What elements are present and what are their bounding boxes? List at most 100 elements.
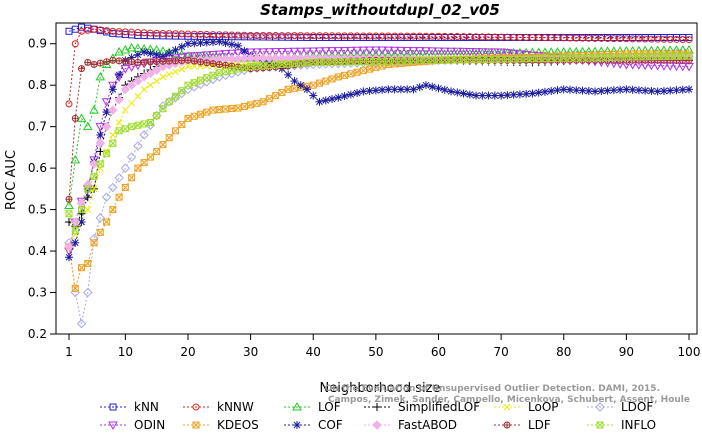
data-point-knn <box>71 25 79 33</box>
legend: kNN kNNW LOF SimplifiedLOF LoOP LDOF ODIN KDEOS… <box>100 400 656 432</box>
x-tick-label: 20 <box>180 345 195 359</box>
data-point-inflo <box>591 54 599 62</box>
x-tick-label: 80 <box>556 345 571 359</box>
data-point-kdeos <box>84 260 92 268</box>
legend-label-ldf: LDF <box>528 418 551 432</box>
x-tick-label: 10 <box>118 345 133 359</box>
watermark-line-1: Campos, Zimek, Sander, Campello, Micenko… <box>328 395 690 405</box>
legend-marker-kdeos <box>192 421 200 429</box>
legend-label-inflo: INFLO <box>621 418 656 432</box>
data-point-ldf <box>215 60 223 68</box>
data-point-fastabod <box>133 76 143 86</box>
data-point-inflo <box>121 125 129 133</box>
legend-marker-knnw <box>192 403 200 411</box>
data-point-ldof <box>114 173 124 183</box>
y-tick-label: 0.9 <box>28 37 47 51</box>
data-point-cof <box>321 96 330 105</box>
data-point-fastabod <box>101 121 112 132</box>
data-point-cof <box>290 77 299 86</box>
data-point-ldof <box>139 130 149 140</box>
data-point-odin <box>95 123 106 132</box>
data-point-odin <box>320 47 331 56</box>
data-point-ldf <box>65 195 73 203</box>
data-point-odin <box>220 50 231 59</box>
data-point-kdeos <box>278 88 286 96</box>
series-line-loop <box>68 53 690 248</box>
data-point-inflo <box>153 112 161 120</box>
data-point-loop <box>147 81 154 89</box>
data-point-ldf <box>190 57 198 65</box>
series-ldf <box>65 56 693 203</box>
data-point-cof <box>547 87 556 96</box>
data-point-kdeos <box>328 75 336 83</box>
data-point-ldf <box>222 61 230 69</box>
legend-label-fastabod: FastABOD <box>398 418 457 432</box>
data-point-cof <box>528 89 537 98</box>
data-point-cof <box>378 85 387 94</box>
x-tick-label: 60 <box>431 345 446 359</box>
data-point-inflo <box>297 59 305 67</box>
data-point-odin <box>396 46 406 56</box>
data-point-inflo <box>109 139 117 147</box>
y-tick-label: 0.6 <box>28 161 47 175</box>
data-point-lof <box>114 47 124 56</box>
data-point-kdeos <box>353 68 361 76</box>
data-point-inflo <box>647 53 655 61</box>
data-point-inflo <box>146 119 154 127</box>
data-point-cof <box>365 86 374 95</box>
data-point-loop <box>140 85 148 93</box>
data-point-odin <box>264 48 275 57</box>
data-point-kdeos <box>109 206 117 214</box>
data-point-cof <box>447 87 456 96</box>
y-tick-label: 0.5 <box>28 203 47 217</box>
data-point-odin <box>408 47 419 56</box>
data-point-odin <box>471 48 481 57</box>
data-point-cof <box>171 45 180 54</box>
data-point-kdeos <box>197 110 205 118</box>
data-point-ldf <box>134 58 142 66</box>
watermark-line-2: On the Evaluation of Unsupervised Outlie… <box>325 384 660 394</box>
data-point-simplifiedlof <box>96 147 105 156</box>
data-point-lof <box>82 121 93 131</box>
data-point-odin <box>383 46 394 56</box>
data-point-lof <box>126 42 137 52</box>
data-point-kdeos <box>316 79 324 87</box>
data-point-cof <box>628 85 637 94</box>
data-point-cof <box>315 97 324 106</box>
data-point-fastabod <box>114 95 124 105</box>
data-point-inflo <box>115 127 123 135</box>
data-point-kdeos <box>347 70 355 78</box>
data-point-odin <box>333 47 344 56</box>
data-point-kdeos <box>203 108 211 116</box>
data-point-loop <box>115 119 123 126</box>
y-tick-label: 0.4 <box>28 244 47 258</box>
data-point-kdeos <box>309 81 317 89</box>
legend-label-loop: LoOP <box>528 400 559 414</box>
series-line-kdeos <box>68 53 689 289</box>
data-point-ldf <box>153 58 161 66</box>
data-point-cof <box>540 87 549 96</box>
x-axis-label: Neighborhood size <box>320 381 441 396</box>
data-point-cof <box>221 39 230 48</box>
y-tick-label: 0.2 <box>28 327 47 341</box>
data-point-loop <box>172 68 179 76</box>
data-point-lof <box>89 105 99 114</box>
data-point-fastabod <box>151 65 162 75</box>
data-point-odin <box>358 46 369 56</box>
data-point-fastabod <box>245 53 256 63</box>
data-point-lof <box>170 48 181 58</box>
data-point-ldof <box>108 182 118 193</box>
legend-item-lof: LOF <box>284 400 341 414</box>
data-point-kdeos <box>78 264 86 272</box>
data-point-odin <box>496 48 506 58</box>
data-point-lof <box>76 113 87 122</box>
data-point-cof <box>409 85 418 94</box>
data-point-cof <box>359 87 368 96</box>
data-point-loop <box>90 185 98 193</box>
data-point-fastabod <box>76 198 87 209</box>
data-point-odin <box>283 47 294 57</box>
legend-item-simplifiedlof: SimplifiedLOF <box>364 400 480 414</box>
data-point-lof <box>95 71 106 81</box>
data-point-cof <box>465 90 474 99</box>
legend-marker-lof <box>292 401 302 411</box>
